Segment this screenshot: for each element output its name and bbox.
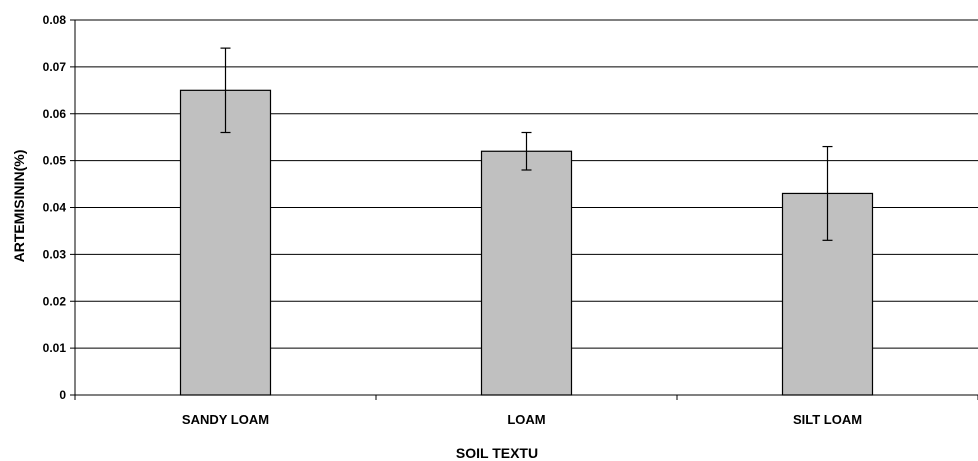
y-tick-label: 0.03 bbox=[43, 247, 67, 261]
bar bbox=[480, 150, 573, 396]
y-tick-label: 0.02 bbox=[43, 294, 67, 308]
y-tick-label: 0.05 bbox=[43, 154, 67, 168]
bars bbox=[179, 89, 874, 396]
error-bars bbox=[220, 47, 833, 241]
axes bbox=[70, 19, 978, 400]
y-tick-labels: 0 0.01 0.02 0.03 0.04 0.05 0.06 0.07 0.08 bbox=[43, 13, 67, 402]
x-category-label: SILT LOAM bbox=[793, 412, 862, 427]
x-category-label: SANDY LOAM bbox=[182, 412, 269, 427]
x-axis-title: SOIL TEXTU bbox=[456, 445, 538, 461]
y-tick-label: 0.04 bbox=[43, 201, 67, 215]
y-tick-label: 0 bbox=[59, 388, 66, 402]
x-category-labels: SANDY LOAM LOAM SILT LOAM bbox=[182, 412, 862, 427]
x-category-label: LOAM bbox=[507, 412, 545, 427]
y-axis-title: ARTEMISININ(%) bbox=[11, 150, 27, 263]
y-tick-label: 0.08 bbox=[43, 13, 67, 27]
bar bbox=[179, 89, 272, 396]
y-tick-label: 0.07 bbox=[43, 60, 67, 74]
y-tick-label: 0.01 bbox=[43, 341, 67, 355]
y-tick-label: 0.06 bbox=[43, 107, 67, 121]
